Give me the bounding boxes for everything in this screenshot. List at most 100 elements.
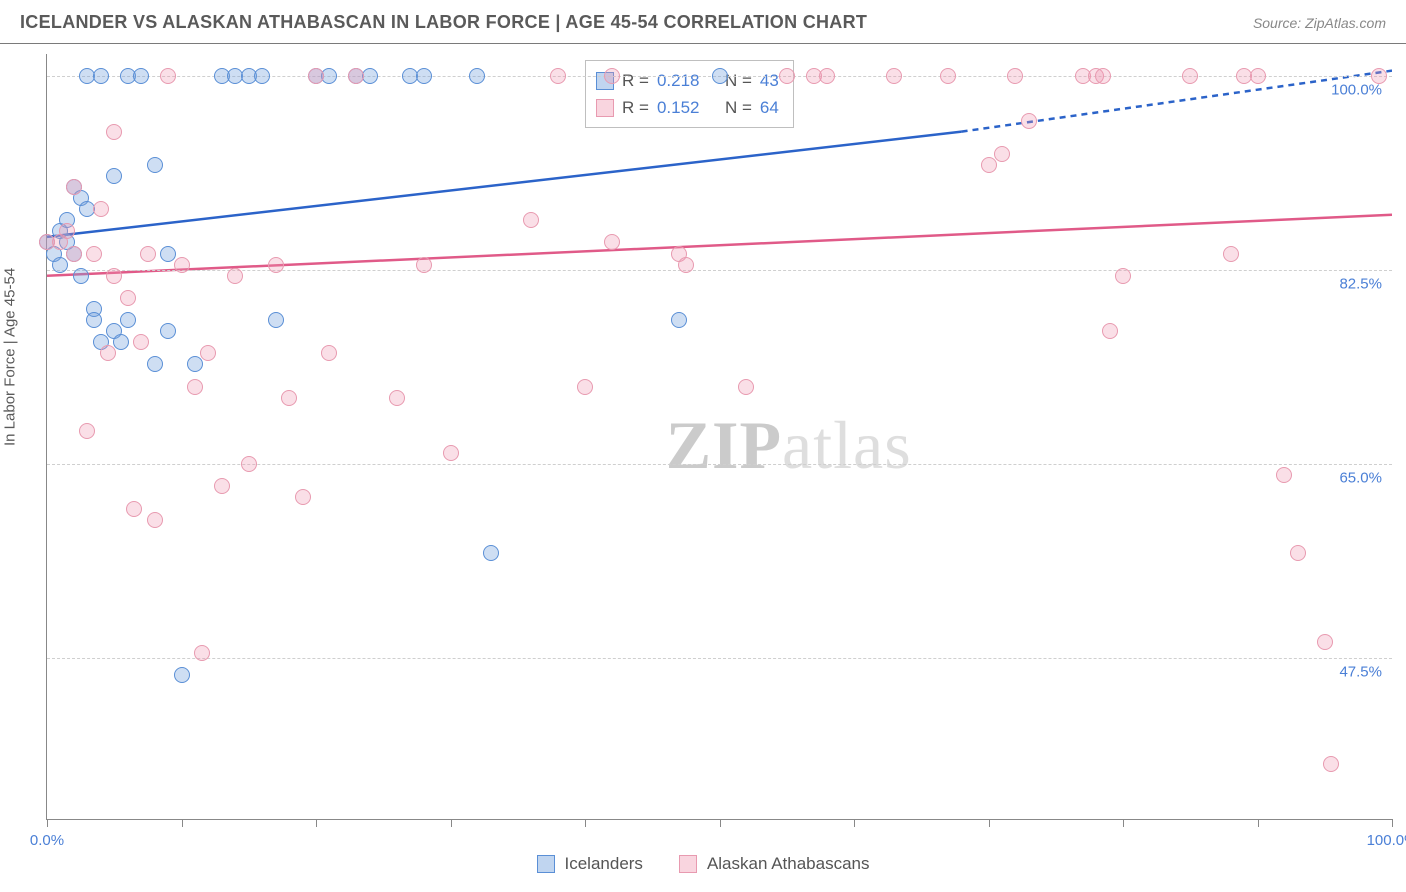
xtick-label: 100.0% <box>1367 832 1406 849</box>
data-point <box>147 512 163 528</box>
data-point <box>254 68 270 84</box>
swatch-athabascans-icon <box>679 855 697 873</box>
data-point <box>1317 634 1333 650</box>
ytick-label: 65.0% <box>1339 470 1382 487</box>
swatch-athabascans-icon <box>596 99 614 117</box>
r-label: R = <box>622 94 649 121</box>
y-axis-label: In Labor Force | Age 45-54 <box>2 268 19 446</box>
watermark: ZIPatlas <box>666 406 912 485</box>
data-point <box>779 68 795 84</box>
data-point <box>1290 545 1306 561</box>
series-legend: Icelanders Alaskan Athabascans <box>0 854 1406 874</box>
data-point <box>321 345 337 361</box>
scatter-chart: ZIPatlas R = 0.218 N = 43 R = 0.152 N = … <box>46 54 1392 820</box>
legend-label-a: Icelanders <box>565 854 643 874</box>
data-point <box>100 345 116 361</box>
xtick <box>316 819 317 827</box>
data-point <box>86 246 102 262</box>
swatch-icelanders-icon <box>537 855 555 873</box>
data-point <box>187 356 203 372</box>
data-point <box>308 68 324 84</box>
data-point <box>819 68 835 84</box>
ytick-label: 47.5% <box>1339 664 1382 681</box>
legend-item-athabascans: Alaskan Athabascans <box>679 854 870 874</box>
ytick-label: 100.0% <box>1331 82 1382 99</box>
data-point <box>604 234 620 250</box>
n-label: N = <box>725 67 752 94</box>
data-point <box>93 68 109 84</box>
data-point <box>66 246 82 262</box>
data-point <box>550 68 566 84</box>
data-point <box>1371 68 1387 84</box>
r-label: R = <box>622 67 649 94</box>
data-point <box>174 667 190 683</box>
data-point <box>66 179 82 195</box>
data-point <box>295 489 311 505</box>
trend-lines <box>47 54 1392 819</box>
source-label: Source: ZipAtlas.com <box>1253 15 1386 31</box>
data-point <box>1115 268 1131 284</box>
data-point <box>194 645 210 661</box>
chart-header: ICELANDER VS ALASKAN ATHABASCAN IN LABOR… <box>0 0 1406 44</box>
data-point <box>73 268 89 284</box>
xtick <box>585 819 586 827</box>
xtick <box>1258 819 1259 827</box>
data-point <box>738 379 754 395</box>
data-point <box>1323 756 1339 772</box>
data-point <box>281 390 297 406</box>
xtick-label: 0.0% <box>30 832 64 849</box>
data-point <box>147 157 163 173</box>
data-point <box>200 345 216 361</box>
data-point <box>93 201 109 217</box>
gridline <box>47 270 1392 271</box>
data-point <box>712 68 728 84</box>
data-point <box>52 257 68 273</box>
data-point <box>133 68 149 84</box>
data-point <box>1223 246 1239 262</box>
data-point <box>389 390 405 406</box>
data-point <box>1007 68 1023 84</box>
data-point <box>227 268 243 284</box>
data-point <box>106 168 122 184</box>
xtick <box>182 819 183 827</box>
watermark-zip: ZIP <box>666 407 782 483</box>
data-point <box>268 312 284 328</box>
r-value-b: 0.152 <box>657 94 700 121</box>
data-point <box>1276 467 1292 483</box>
xtick <box>720 819 721 827</box>
data-point <box>1102 323 1118 339</box>
data-point <box>241 456 257 472</box>
legend-row-b: R = 0.152 N = 64 <box>596 94 779 121</box>
data-point <box>416 257 432 273</box>
n-value-a: 43 <box>760 67 779 94</box>
legend-row-a: R = 0.218 N = 43 <box>596 67 779 94</box>
data-point <box>160 246 176 262</box>
data-point <box>147 356 163 372</box>
data-point <box>133 334 149 350</box>
data-point <box>994 146 1010 162</box>
data-point <box>1095 68 1111 84</box>
data-point <box>113 334 129 350</box>
data-point <box>120 290 136 306</box>
data-point <box>160 323 176 339</box>
xtick <box>1123 819 1124 827</box>
data-point <box>140 246 156 262</box>
data-point <box>1250 68 1266 84</box>
xtick <box>451 819 452 827</box>
data-point <box>106 124 122 140</box>
data-point <box>981 157 997 173</box>
data-point <box>577 379 593 395</box>
data-point <box>1021 113 1037 129</box>
legend-item-icelanders: Icelanders <box>537 854 643 874</box>
data-point <box>523 212 539 228</box>
watermark-atlas: atlas <box>782 407 912 483</box>
r-value-a: 0.218 <box>657 67 700 94</box>
data-point <box>443 445 459 461</box>
data-point <box>174 257 190 273</box>
data-point <box>268 257 284 273</box>
data-point <box>671 312 687 328</box>
data-point <box>214 478 230 494</box>
legend-label-b: Alaskan Athabascans <box>707 854 870 874</box>
data-point <box>416 68 432 84</box>
ytick-label: 82.5% <box>1339 276 1382 293</box>
